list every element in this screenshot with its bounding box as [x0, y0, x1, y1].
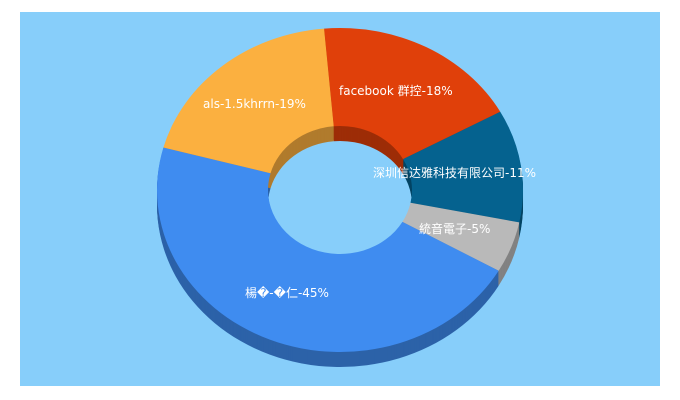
- slice-label-facebook: facebook 群控-18%: [339, 84, 453, 98]
- slice-4[interactable]: [163, 28, 334, 174]
- slice-0[interactable]: [324, 28, 501, 160]
- slice-label-shenzhen: 深圳信达雅科技有限公司-11%: [373, 165, 536, 180]
- slice-2[interactable]: [402, 202, 520, 271]
- slice-label-yang: 楊�-�仁-45%: [245, 285, 329, 300]
- slice-1[interactable]: [403, 111, 523, 223]
- slice-label-tongyin: 統音電子-5%: [419, 221, 490, 236]
- slice-label-als: als-1.5khrrn-19%: [203, 97, 306, 111]
- slice-3[interactable]: [156, 147, 499, 352]
